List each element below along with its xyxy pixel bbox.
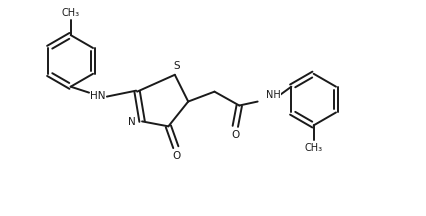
Text: N: N: [128, 117, 136, 127]
Text: HN: HN: [90, 91, 106, 101]
Text: CH₃: CH₃: [62, 8, 80, 18]
Text: NH: NH: [266, 90, 281, 100]
Text: S: S: [173, 61, 180, 71]
Text: O: O: [231, 130, 239, 140]
Text: CH₃: CH₃: [305, 143, 323, 153]
Text: O: O: [173, 151, 181, 161]
